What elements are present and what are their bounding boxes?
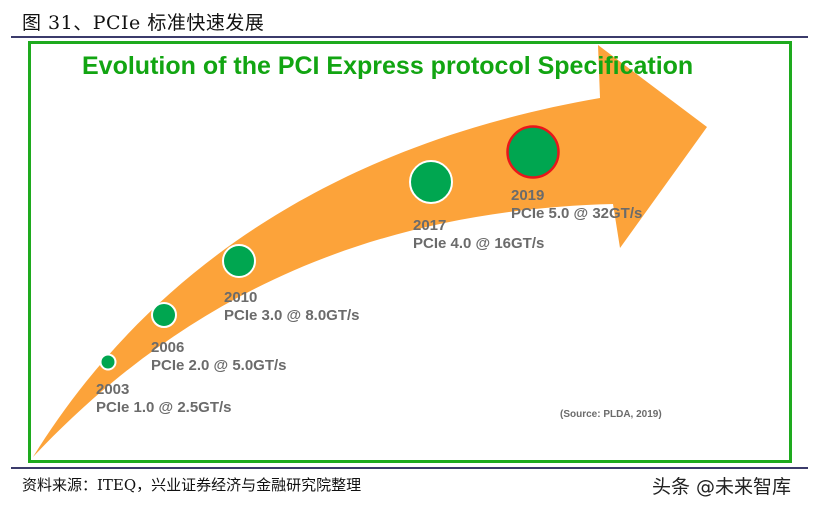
diagram-heading: Evolution of the PCI Express protocol Sp… xyxy=(82,52,694,80)
milestone-dot-2019 xyxy=(506,125,560,179)
milestone-dot-2006 xyxy=(151,302,177,328)
watermark: 头条 @未来智库 xyxy=(652,476,792,498)
milestone-dot-2003 xyxy=(99,353,117,371)
milestone-year: 2019 xyxy=(511,187,545,204)
milestone-label-2017: 2017 PCIe 4.0 @ 16GT/s xyxy=(413,217,544,253)
bottom-divider xyxy=(11,467,808,469)
milestone-year: 2010 xyxy=(224,289,258,306)
milestone-spec: PCIe 2.0 @ 5.0GT/s xyxy=(151,357,287,374)
diagram-frame xyxy=(28,41,792,463)
milestone-year: 2006 xyxy=(151,339,185,356)
milestone-label-2019: 2019 PCIe 5.0 @ 32GT/s xyxy=(511,187,642,223)
footer-source: 资料来源：ITEQ，兴业证券经济与金融研究院整理 xyxy=(22,476,362,494)
milestone-year: 2003 xyxy=(96,381,130,398)
figure-title: 图 31、PCIe 标准快速发展 xyxy=(22,12,265,34)
milestone-label-2010: 2010 PCIe 3.0 @ 8.0GT/s xyxy=(224,289,360,325)
milestone-spec: PCIe 3.0 @ 8.0GT/s xyxy=(224,307,360,324)
milestone-year: 2017 xyxy=(413,217,447,234)
milestone-spec: PCIe 4.0 @ 16GT/s xyxy=(413,235,545,252)
top-divider xyxy=(11,36,808,38)
milestone-spec: PCIe 5.0 @ 32GT/s xyxy=(511,205,643,222)
milestone-dot-2017 xyxy=(409,160,453,204)
milestone-label-2006: 2006 PCIe 2.0 @ 5.0GT/s xyxy=(151,339,287,375)
milestone-dot-2010 xyxy=(222,244,256,278)
milestone-label-2003: 2003 PCIe 1.0 @ 2.5GT/s xyxy=(96,381,232,417)
milestone-spec: PCIe 1.0 @ 2.5GT/s xyxy=(96,399,232,416)
diagram-source-note: (Source: PLDA, 2019) xyxy=(560,409,662,420)
